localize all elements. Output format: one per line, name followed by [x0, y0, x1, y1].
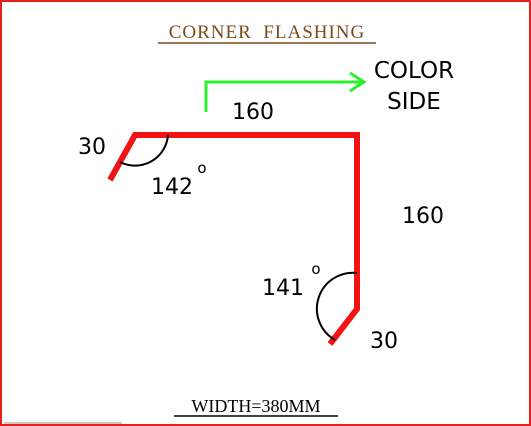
dimension-top-segment: 160 — [232, 100, 274, 125]
dimension-left-lip: 30 — [78, 135, 106, 160]
color-side-arrowhead — [349, 71, 367, 93]
angle-arc-bottom-right — [315, 271, 358, 341]
diagram-title: CORNER FLASHING — [169, 22, 366, 43]
dimension-right-segment: 160 — [402, 204, 444, 229]
degree-symbol-bottom-right: o — [311, 260, 320, 278]
color-side-label-line2: SIDE — [387, 89, 441, 115]
color-side-label-line1: COLOR — [374, 58, 454, 84]
scroll-strip — [4, 422, 122, 424]
angle-value-top-left: 142 — [151, 175, 193, 200]
angle-arc-top-left — [119, 134, 169, 167]
color-side-arrow — [204, 80, 362, 112]
flashing-profile — [107, 132, 360, 346]
dimension-bottom-lip: 30 — [370, 329, 398, 354]
angle-value-bottom-right: 141 — [262, 276, 304, 301]
degree-symbol-top-left: o — [197, 159, 206, 177]
width-note: WIDTH=380MM — [191, 396, 320, 416]
